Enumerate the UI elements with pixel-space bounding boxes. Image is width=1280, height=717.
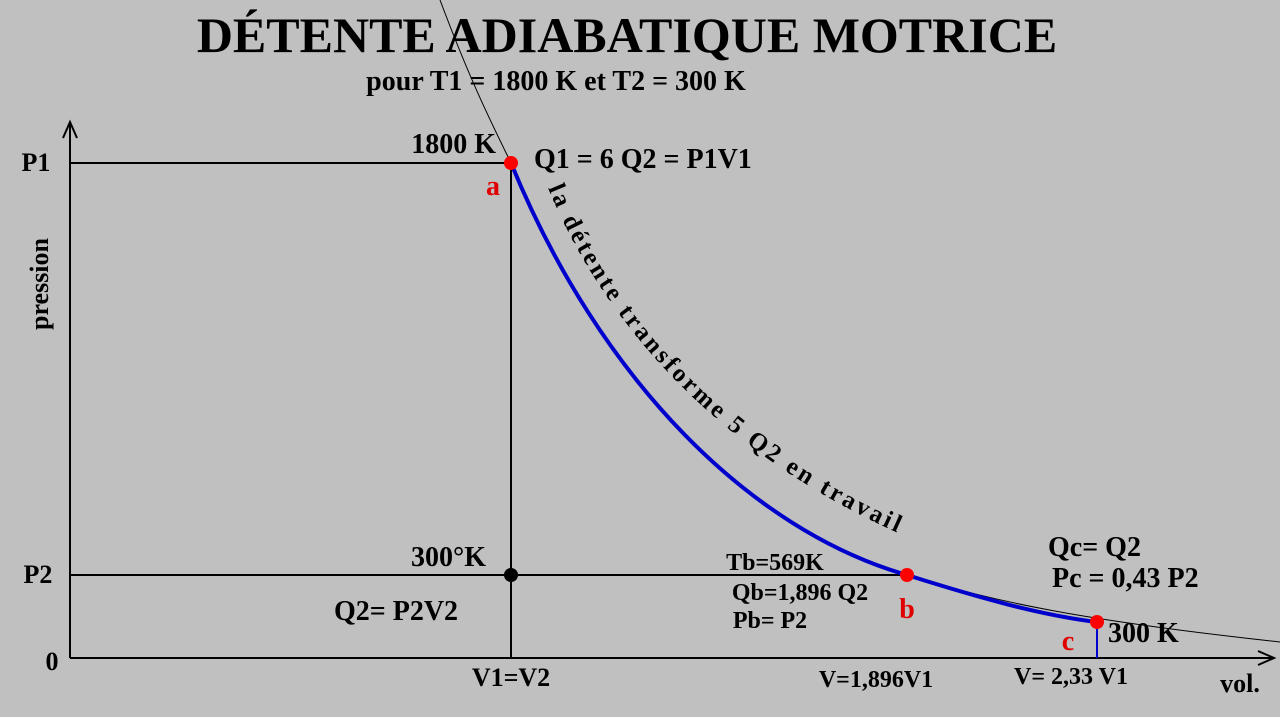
p1-label: P1 xyxy=(22,148,51,177)
title: DÉTENTE ADIABATIQUE MOTRICE xyxy=(197,7,1057,63)
pressure-c: Pc = 0,43 P2 xyxy=(1052,563,1199,594)
heat-2: Q2= P2V2 xyxy=(334,596,458,627)
point-b xyxy=(900,568,914,582)
y-arrow xyxy=(62,119,78,139)
volume-c: V= 2,33 V1 xyxy=(1014,664,1128,690)
volume-b: V=1,896V1 xyxy=(819,667,933,693)
origin-label: 0 xyxy=(46,647,59,676)
temp-a: 1800 K xyxy=(411,129,496,160)
point-c xyxy=(1090,615,1104,629)
temp-c: 300 K xyxy=(1108,618,1179,649)
temp-b: Tb=569K xyxy=(726,550,824,576)
temp-2: 300°K xyxy=(411,542,486,573)
heat-a: Q1 = 6 Q2 = P1V1 xyxy=(534,144,752,175)
volume-2: V1=V2 xyxy=(472,663,550,692)
heat-b: Qb=1,896 Q2 xyxy=(732,580,868,606)
label-b: b xyxy=(899,594,915,625)
pressure-b: Pb= P2 xyxy=(733,608,807,634)
point-2 xyxy=(504,568,518,582)
subtitle: pour T1 = 1800 K et T2 = 300 K xyxy=(366,66,746,97)
y-axis-label: pression xyxy=(25,237,54,330)
expansion-curve xyxy=(509,162,1098,624)
x-axis-label: vol. xyxy=(1220,669,1260,698)
label-a: a xyxy=(486,171,500,202)
label-c: c xyxy=(1062,626,1074,657)
p2-label: P2 xyxy=(24,560,53,589)
heat-c: Qc= Q2 xyxy=(1048,532,1141,563)
x-arrow xyxy=(1257,650,1277,666)
point-a xyxy=(504,156,518,170)
